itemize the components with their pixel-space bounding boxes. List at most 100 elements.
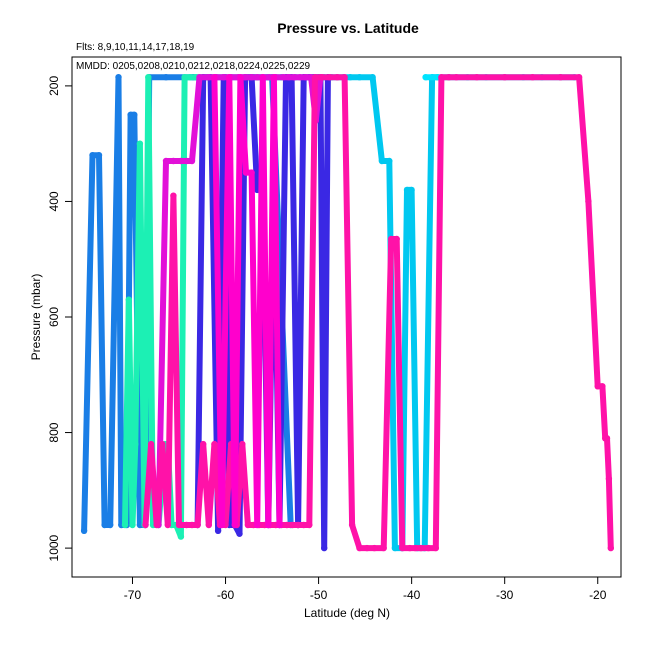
data-point xyxy=(283,521,291,529)
data-point xyxy=(80,527,88,534)
data-point xyxy=(585,198,592,205)
data-point xyxy=(445,74,453,81)
x-tick-label: -40 xyxy=(403,588,421,602)
data-point xyxy=(280,74,287,81)
data-point xyxy=(188,521,196,529)
data-point xyxy=(603,435,611,442)
data-point xyxy=(214,527,222,534)
data-point xyxy=(136,140,144,147)
data-point xyxy=(125,296,132,303)
data-point xyxy=(218,521,225,529)
data-point xyxy=(406,544,413,552)
data-point xyxy=(211,74,218,81)
x-tick-label: -30 xyxy=(496,588,514,602)
data-point xyxy=(177,157,185,165)
y-tick-label: 600 xyxy=(47,307,61,327)
data-point xyxy=(371,544,378,552)
data-point xyxy=(575,74,583,81)
data-point xyxy=(363,544,371,552)
data-point xyxy=(417,544,425,552)
data-point xyxy=(306,521,313,529)
data-point xyxy=(248,74,255,81)
data-point xyxy=(453,74,460,81)
data-point xyxy=(177,533,185,540)
data-point xyxy=(236,530,243,537)
data-point xyxy=(132,440,139,448)
series-6 xyxy=(142,74,614,552)
data-point xyxy=(170,192,177,199)
data-point xyxy=(129,521,136,529)
series-7 xyxy=(211,74,283,529)
data-point xyxy=(425,544,432,552)
data-point xyxy=(205,521,212,529)
y-tick-label: 800 xyxy=(47,422,61,442)
data-point xyxy=(386,157,393,165)
data-point xyxy=(432,544,439,552)
data-point xyxy=(231,521,238,529)
data-point xyxy=(291,74,298,81)
data-point xyxy=(181,74,188,81)
data-point xyxy=(599,383,606,390)
data-point xyxy=(408,186,415,194)
data-point xyxy=(348,521,356,529)
data-point xyxy=(136,521,144,529)
data-point xyxy=(529,74,536,81)
data-point xyxy=(501,74,508,81)
data-point xyxy=(605,475,613,482)
data-point xyxy=(142,521,149,529)
x-tick-label: -70 xyxy=(124,588,142,602)
data-point xyxy=(162,74,170,81)
data-point xyxy=(200,440,207,448)
data-point xyxy=(196,74,203,81)
data-point xyxy=(294,521,302,529)
data-point xyxy=(244,521,252,529)
data-point xyxy=(259,74,266,81)
data-point xyxy=(265,521,272,529)
data-point xyxy=(101,521,108,529)
series-5 xyxy=(155,74,324,529)
data-point xyxy=(326,74,333,81)
data-point xyxy=(321,544,328,552)
data-point xyxy=(403,186,411,194)
data-point xyxy=(412,544,419,552)
y-axis-label: Pressure (mbar) xyxy=(29,274,43,361)
data-point xyxy=(319,74,326,81)
data-point xyxy=(557,74,564,81)
data-point xyxy=(226,74,233,81)
data-point xyxy=(237,74,244,81)
chart-subtitle: Flts: 8,9,10,11,14,17,18,19 xyxy=(76,42,195,53)
data-point xyxy=(121,521,129,529)
data-point xyxy=(341,74,348,81)
x-tick-label: -20 xyxy=(589,588,607,602)
data-point xyxy=(188,157,196,165)
y-tick-label: 1000 xyxy=(47,534,61,561)
data-point xyxy=(107,521,114,529)
data-point xyxy=(285,74,292,81)
data-point xyxy=(89,152,96,159)
data-point xyxy=(164,521,171,529)
data-point xyxy=(187,74,194,81)
x-axis: -70 -60 -50 -40 -30 -20 xyxy=(124,577,607,602)
data-point xyxy=(473,74,480,81)
data-point xyxy=(205,74,212,81)
data-point xyxy=(194,521,201,529)
chart-title: Pressure vs. Latitude xyxy=(277,20,419,36)
data-point xyxy=(254,521,261,529)
data-point xyxy=(380,544,387,552)
y-tick-label: 400 xyxy=(47,191,61,211)
data-point xyxy=(115,74,122,81)
data-point xyxy=(220,74,227,81)
data-point xyxy=(131,111,138,119)
data-point xyxy=(248,169,255,176)
data-point xyxy=(607,544,614,552)
x-tick-label: -60 xyxy=(217,588,235,602)
data-point xyxy=(356,74,363,81)
data-point xyxy=(159,440,166,448)
data-point xyxy=(388,235,395,243)
data-point xyxy=(153,521,160,529)
data-point xyxy=(211,440,218,448)
y-tick-label: 200 xyxy=(47,76,61,96)
data-point xyxy=(147,440,155,448)
data-point xyxy=(438,74,445,81)
